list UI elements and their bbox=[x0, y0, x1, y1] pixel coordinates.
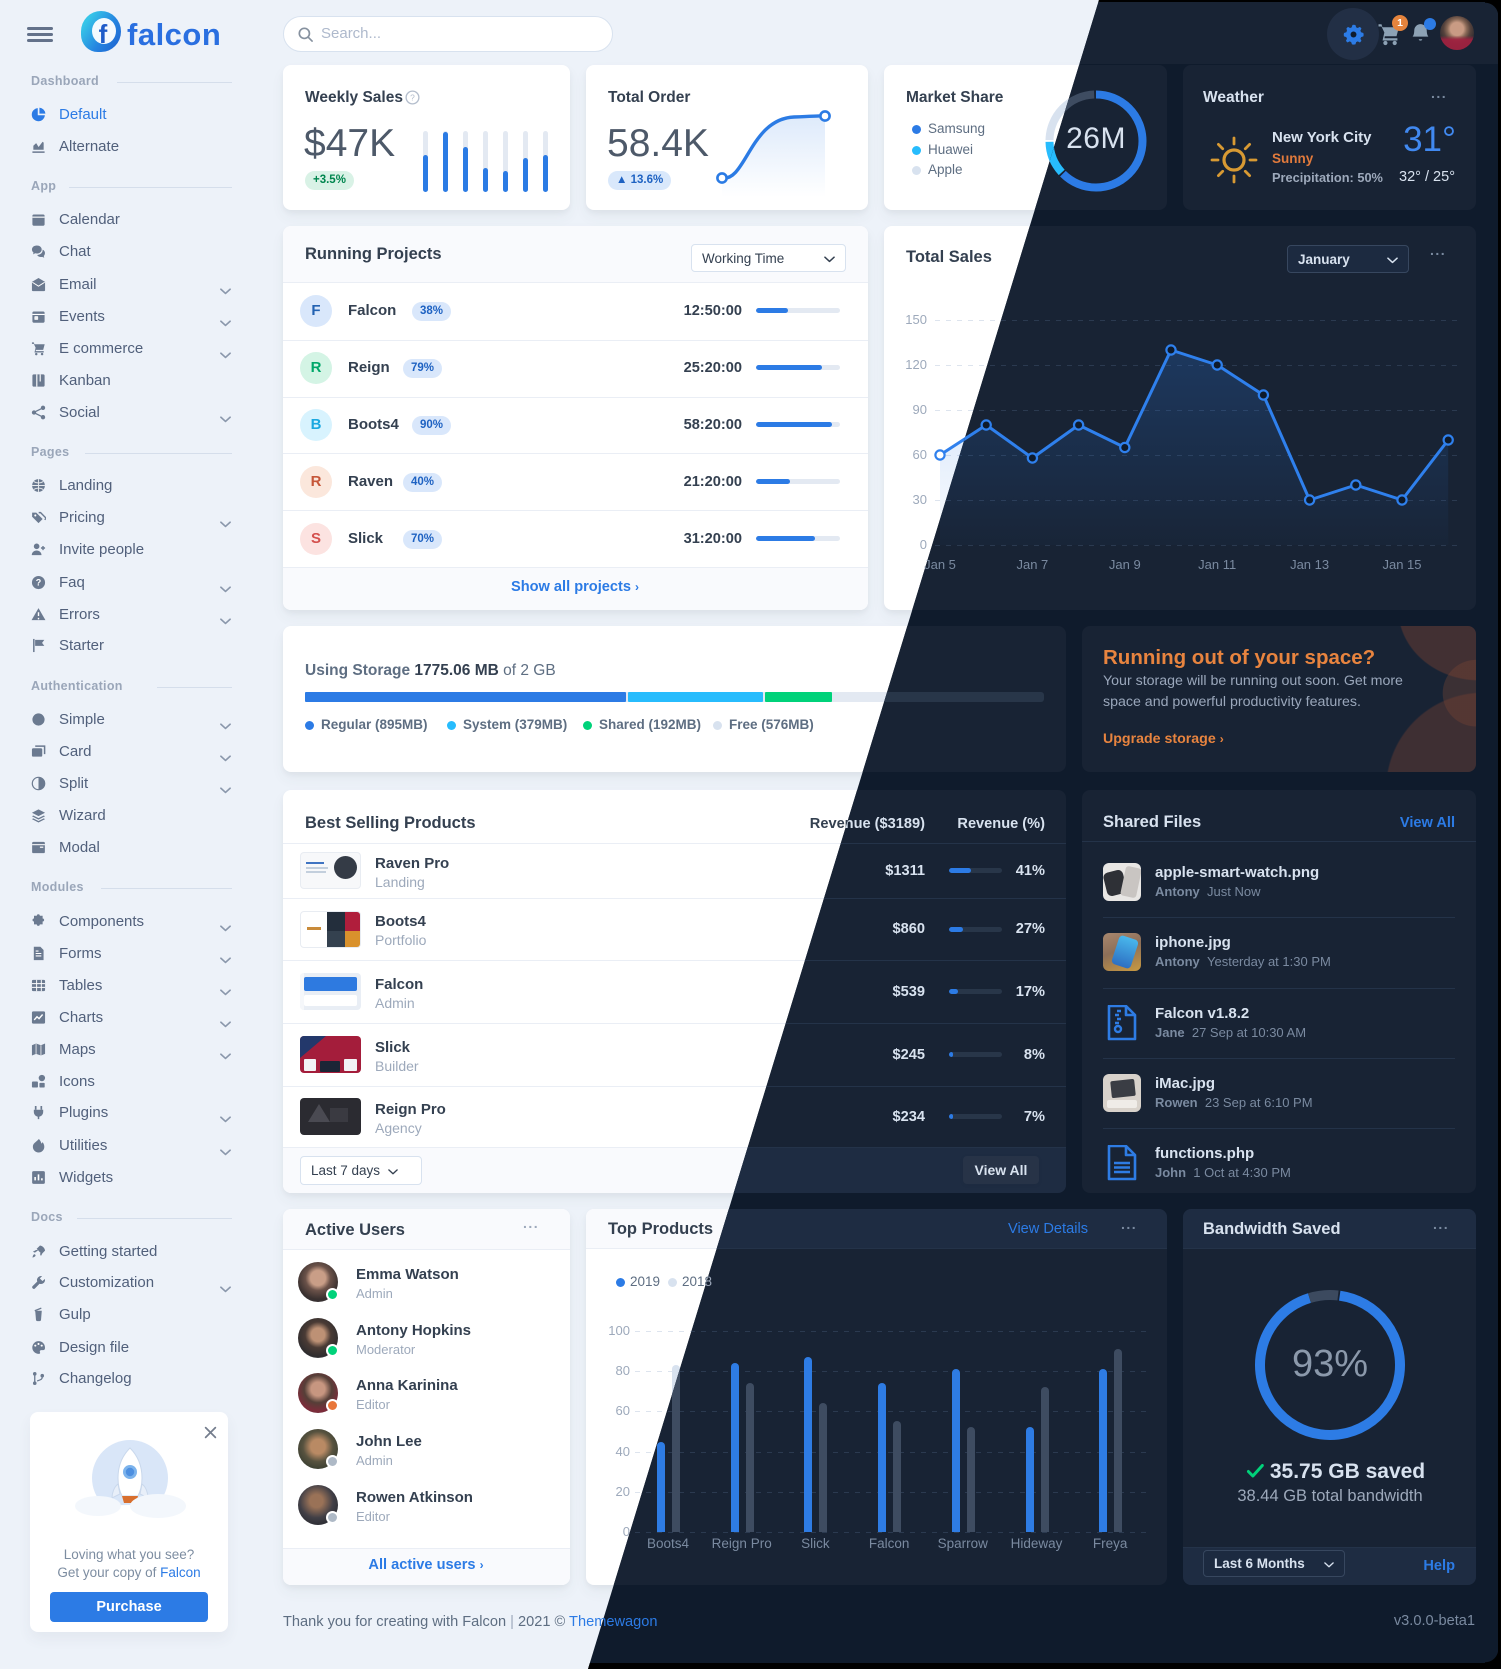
svg-text:?: ? bbox=[410, 93, 415, 103]
svg-text:?: ? bbox=[36, 578, 42, 588]
